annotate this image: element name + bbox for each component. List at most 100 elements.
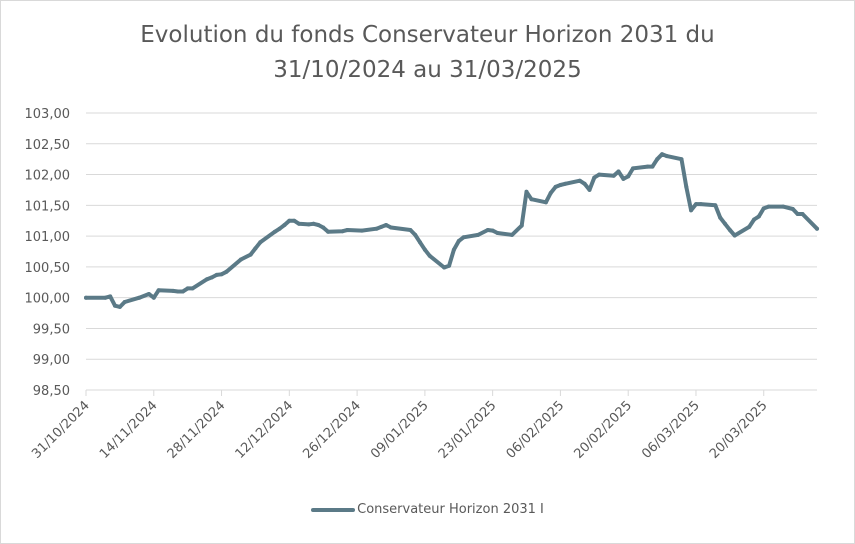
data-point [519, 223, 524, 228]
data-point [655, 157, 660, 162]
data-point [616, 169, 621, 174]
data-point [219, 272, 224, 277]
data-point [529, 197, 534, 202]
data-point [611, 173, 616, 178]
data-point [326, 229, 331, 234]
data-point [577, 178, 582, 183]
data-point [176, 289, 180, 294]
data-point [766, 204, 771, 209]
data-point [723, 221, 727, 226]
data-point [258, 240, 263, 245]
data-point [795, 212, 800, 216]
data-point [316, 223, 321, 227]
data-point [117, 304, 122, 309]
x-tick-label: 20/03/2025 [707, 398, 771, 462]
data-point [248, 252, 253, 257]
data-point [311, 221, 316, 226]
x-tick-label: 06/02/2025 [504, 398, 568, 462]
data-point [156, 288, 161, 293]
data-point [664, 154, 669, 159]
data-point [447, 263, 452, 268]
data-point [645, 164, 650, 169]
data-point [292, 218, 297, 223]
data-point [297, 221, 301, 226]
data-point [137, 295, 142, 300]
data-point [718, 215, 723, 220]
data-point [108, 294, 113, 299]
data-point [592, 175, 597, 180]
data-point [205, 277, 209, 282]
legend-swatch [311, 507, 356, 512]
data-point [790, 207, 795, 211]
data-point [151, 295, 156, 300]
data-point [408, 228, 413, 232]
data-point [815, 226, 819, 231]
data-point [548, 191, 553, 195]
data-point [597, 172, 602, 177]
data-point [582, 181, 587, 186]
gridlines [86, 112, 817, 360]
data-point [272, 229, 277, 234]
data-point [456, 239, 461, 243]
data-point [684, 184, 689, 189]
y-tick-label: 100,00 [25, 292, 71, 307]
data-point [650, 164, 655, 169]
legend-label: Conservateur Horizon 2031 I [357, 502, 544, 517]
data-point [384, 223, 389, 227]
data-point [558, 183, 563, 187]
data-point [543, 200, 548, 205]
data-point [524, 189, 529, 194]
y-tick-label: 102,00 [25, 169, 71, 184]
data-point [180, 289, 185, 294]
data-point [122, 300, 127, 304]
data-point [282, 223, 287, 227]
data-point [190, 286, 195, 291]
data-point [379, 224, 384, 229]
legend: Conservateur Horizon 2031 I [0, 502, 855, 517]
data-point [694, 202, 698, 207]
y-tick-label: 100,50 [25, 261, 71, 276]
data-point [345, 228, 350, 232]
data-point [756, 214, 761, 219]
data-point [84, 295, 88, 300]
y-axis-ticks: 98,50 99,00 99,50 100,00 100,50 101,00 101,50 1… [25, 107, 71, 399]
data-point [621, 176, 626, 181]
data-point [752, 217, 757, 222]
x-tick-label: 23/01/2025 [436, 398, 500, 462]
chart-title-line-2: 31/10/2024 au 31/03/2025 [273, 57, 582, 83]
data-point [679, 157, 684, 162]
x-tick-label: 26/12/2024 [300, 398, 364, 462]
y-tick-label: 101,50 [25, 199, 71, 214]
data-point [171, 288, 176, 293]
data-point [732, 233, 737, 238]
series-line [84, 152, 819, 309]
x-axis: 31/10/2024 14/11/2024 28/11/2024 12/12/2024… [29, 389, 817, 462]
data-point [781, 204, 786, 209]
data-point [727, 228, 732, 232]
data-point [418, 240, 422, 245]
y-tick-label: 102,50 [25, 138, 71, 153]
x-tick-label: 12/12/2024 [233, 398, 297, 462]
data-point [495, 231, 500, 235]
data-point [185, 286, 190, 291]
data-point [146, 292, 151, 296]
data-point [587, 187, 592, 192]
x-tick-label: 06/03/2025 [639, 398, 703, 462]
data-point [563, 181, 568, 186]
data-point [287, 218, 292, 223]
data-point [374, 226, 379, 231]
x-tick-label: 20/02/2025 [571, 398, 635, 462]
data-point [413, 232, 418, 237]
x-tick-label: 09/01/2025 [368, 398, 432, 462]
data-point [689, 208, 694, 213]
x-tick-label: 31/10/2024 [29, 398, 93, 462]
data-point [427, 253, 432, 258]
x-tick-label: 28/11/2024 [165, 398, 229, 462]
data-point [113, 303, 117, 308]
data-point [359, 228, 364, 233]
data-point [103, 295, 108, 300]
data-point [238, 257, 243, 262]
data-point [306, 222, 311, 227]
data-point [490, 228, 495, 233]
